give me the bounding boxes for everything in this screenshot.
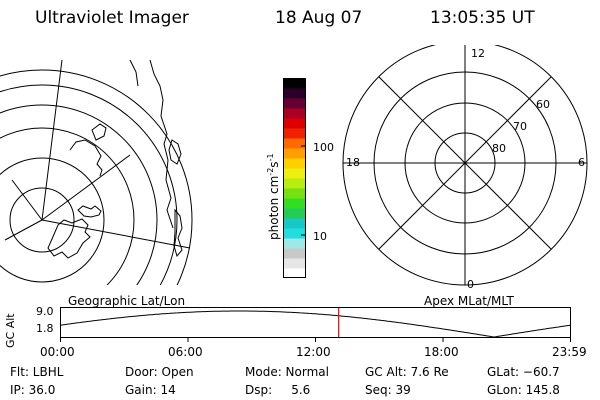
polar-lat-label-80: 80: [492, 142, 506, 155]
info-ip: IP: 36.0: [10, 383, 56, 397]
lat-circle: [0, 69, 193, 285]
colorbar-unit-label: photon cm-2s-1: [266, 153, 281, 240]
colorbar-cell: [283, 138, 306, 149]
timeline-frame: [60, 307, 571, 338]
info-mode: Mode: Normal: [245, 365, 329, 379]
colorbar-cell: [283, 78, 306, 89]
info-seq: Seq: 39: [365, 383, 411, 397]
info-glat: GLat: −60.7: [487, 365, 560, 379]
date-label: 18 Aug 07: [275, 8, 363, 28]
coastline: [129, 59, 139, 87]
timeline-plot: [60, 307, 571, 342]
colorbar-cell: [283, 168, 306, 179]
coastline: [69, 139, 103, 177]
timeline-left-title: Geographic Lat/Lon: [68, 294, 186, 308]
colorbar-cell: [283, 258, 306, 269]
colorbar-cell: [283, 148, 306, 159]
timeline-y-max: 9.0: [36, 305, 54, 318]
colorbar-cell: [283, 198, 306, 209]
colorbar-cell: [283, 238, 306, 249]
colorbar-tick-100: 100: [313, 141, 334, 154]
timeline-tick-0000: 00:00: [40, 345, 75, 359]
timeline-tick-2359: 23:59: [552, 345, 587, 359]
polar-label-12: 12: [471, 47, 485, 60]
geographic-map: [0, 59, 193, 285]
polar-label-0: 0: [467, 278, 474, 291]
polar-lat-label-70: 70: [513, 120, 527, 133]
colorbar-cell: [283, 218, 306, 229]
colorbar-cell: [283, 188, 306, 199]
info-door: Door: Open: [125, 365, 194, 379]
polar-grid: [342, 45, 588, 286]
polar-label-18: 18: [346, 156, 360, 169]
lat-circle: [0, 104, 158, 285]
colorbar-cell: [283, 208, 306, 219]
colorbar-cell: [283, 118, 306, 129]
orbit-altitude-curve: [60, 310, 571, 338]
colorbar-cell: [283, 128, 306, 139]
info-filter: Flt: LBHL: [10, 365, 64, 379]
colorbar-cell: [283, 248, 306, 259]
coastline: [168, 139, 182, 165]
meridian-line: [41, 154, 131, 221]
timeline-tick-0600: 06:00: [168, 345, 203, 359]
time-label: 13:05:35 UT: [430, 8, 535, 28]
info-dsp: Dsp: 5.6: [245, 383, 311, 397]
color-scale-bar: [283, 78, 306, 278]
coastline: [77, 205, 102, 218]
coastline: [173, 208, 183, 258]
lat-circle: [0, 127, 135, 285]
timeline-y-axis-label: GC Alt: [4, 313, 17, 348]
lat-circle: [0, 84, 178, 285]
lat-circle-inner: [9, 187, 75, 253]
colorbar-cell: [283, 108, 306, 119]
info-gc-alt: GC Alt: 7.6 Re: [365, 365, 449, 379]
timeline-y-min: 1.8: [36, 322, 54, 335]
colorbar-cell: [283, 158, 306, 169]
colorbar-cell: [283, 268, 306, 278]
meridian-line: [41, 59, 63, 221]
colorbar-cell: [283, 178, 306, 189]
polar-diagonal: [378, 76, 552, 250]
info-gain: Gain: 14: [125, 383, 176, 397]
timeline-tick-1800: 18:00: [424, 345, 459, 359]
info-glon: GLon: 145.8: [487, 383, 560, 397]
instrument-title: Ultraviolet Imager: [35, 8, 189, 28]
polar-lat-label-60: 60: [536, 98, 550, 111]
colorbar-cell: [283, 228, 306, 239]
colorbar-cell: [283, 88, 306, 99]
coastline: [91, 123, 107, 141]
meridian-line: [11, 179, 43, 221]
timeline-tick-1200: 12:00: [296, 345, 331, 359]
coastline: [149, 59, 174, 229]
colorbar-cell: [283, 98, 306, 109]
lat-circle: [0, 157, 105, 283]
coastline: [47, 218, 91, 259]
timeline-right-title: Apex MLat/MLT: [424, 294, 514, 308]
colorbar-tick-10: 10: [313, 230, 327, 243]
meridian-line: [41, 219, 191, 249]
meridian-line: [4, 219, 43, 241]
polar-label-6: 6: [578, 156, 585, 169]
